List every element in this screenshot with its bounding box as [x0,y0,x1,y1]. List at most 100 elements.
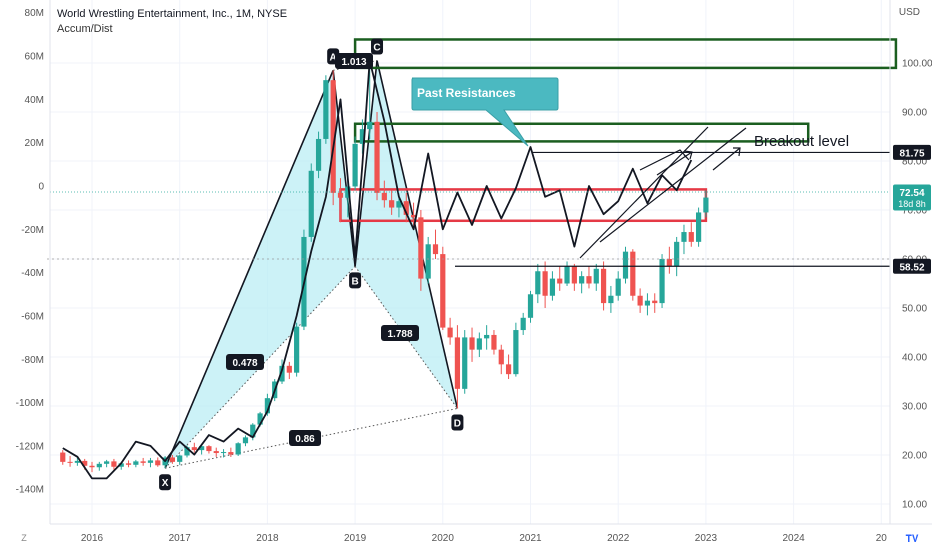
pattern-labels: X A B C D 0.478 1.013 1.788 0.86 Past Resistances… [159,38,849,491]
candle-body [337,192,344,198]
candle-body [330,80,336,193]
candle-body [184,447,190,456]
leg-ab [332,70,356,267]
ad-tick-label: -120M [16,441,44,452]
price-tick-label: 40.00 [902,353,927,364]
candle [476,332,482,357]
candle-body [374,121,380,193]
pattern-point-a-text: A [330,52,337,63]
pattern-point-c: C [371,38,384,55]
candle-body [169,457,175,462]
candle [294,322,300,377]
candle-body [600,268,607,304]
ad-tick-label: 80M [25,8,44,19]
candle [308,163,314,242]
candle-body [666,259,672,267]
ad-tick-label: -140M [16,485,44,496]
candle [367,60,373,139]
pattern-point-d: D [451,414,464,431]
candle-body [622,251,629,279]
candle-body [586,276,592,284]
price-tick-label: 100.00 [902,59,932,70]
candle-body [454,337,461,389]
candle-body [579,276,585,284]
candle-body [571,266,577,284]
pattern-point-x: X [159,474,172,491]
candle [454,325,461,409]
projection-arrow-2-head [733,147,741,157]
candles [60,60,709,473]
candle-body [681,232,687,242]
candle-body [615,278,621,296]
ratio-label-text: 1.788 [387,329,412,340]
candle [703,190,709,218]
candle-body [155,460,161,466]
candle-body [674,241,680,267]
breakout-level-text: Breakout level [754,133,849,150]
candle [425,236,431,284]
candle [564,261,570,286]
candle [652,293,658,313]
candle-body [447,327,453,338]
tradingview-logo: 𝐓𝐕 [905,534,918,545]
pattern-point-x-bg [159,474,172,491]
candle [389,190,395,215]
candle [688,222,694,247]
candle-body [308,170,314,237]
price-tick-label: 50.00 [902,304,927,315]
candle [125,460,132,468]
candle-body [133,461,139,465]
candle-body [527,294,534,318]
price-badge-support: 58.52 [893,258,931,274]
x-tick-label: 2020 [432,533,455,544]
x-tick-label: 2024 [782,533,805,544]
x-tick-label: 2016 [81,533,104,544]
price-tick-label: 70.00 [902,206,927,217]
ratio-label: 1.013 [335,53,373,69]
candle [155,457,161,467]
price-tick-label: 90.00 [902,108,927,119]
trend-lines [47,126,890,267]
candle [462,330,468,394]
candle [67,455,73,467]
candle [622,246,629,284]
candle [140,457,146,466]
candle-body [432,244,439,255]
candle-body [191,447,197,451]
x-tick-label: 2019 [344,533,367,544]
x-tick-label: 2017 [169,533,192,544]
ratio-label: 1.788 [381,325,419,341]
zoom-z-label: Z [21,533,27,543]
candle [527,290,534,323]
candle [177,454,183,465]
price-tick-label: 20.00 [902,451,927,462]
candle [586,266,592,289]
candle-body [67,461,73,463]
candle-body [484,334,490,339]
projection-arrow-1-head [683,150,693,160]
currency-label: USD [898,7,920,18]
pattern-point-c-bg [371,38,384,55]
candle-body [381,192,387,201]
candle [133,459,139,468]
candle-body [652,300,658,304]
candle-body [111,461,117,467]
price-tick-label: 10.00 [902,500,927,511]
candle-body [564,266,570,284]
ratio-label-bg [226,354,264,370]
candle-body [491,334,497,350]
ratio-label-text: 0.478 [232,358,257,369]
candle [96,461,102,471]
candle-body [476,338,482,350]
candle-body [535,271,541,295]
candle [681,224,687,255]
candle [410,202,417,228]
pattern-point-d-text: D [454,418,461,429]
candle-body [140,461,146,463]
candle-body [125,463,132,465]
ratio-label-text: 1.013 [341,57,366,68]
candle-body [549,278,556,296]
indicator-name: Accum/Dist [57,23,113,35]
candle [403,192,409,223]
